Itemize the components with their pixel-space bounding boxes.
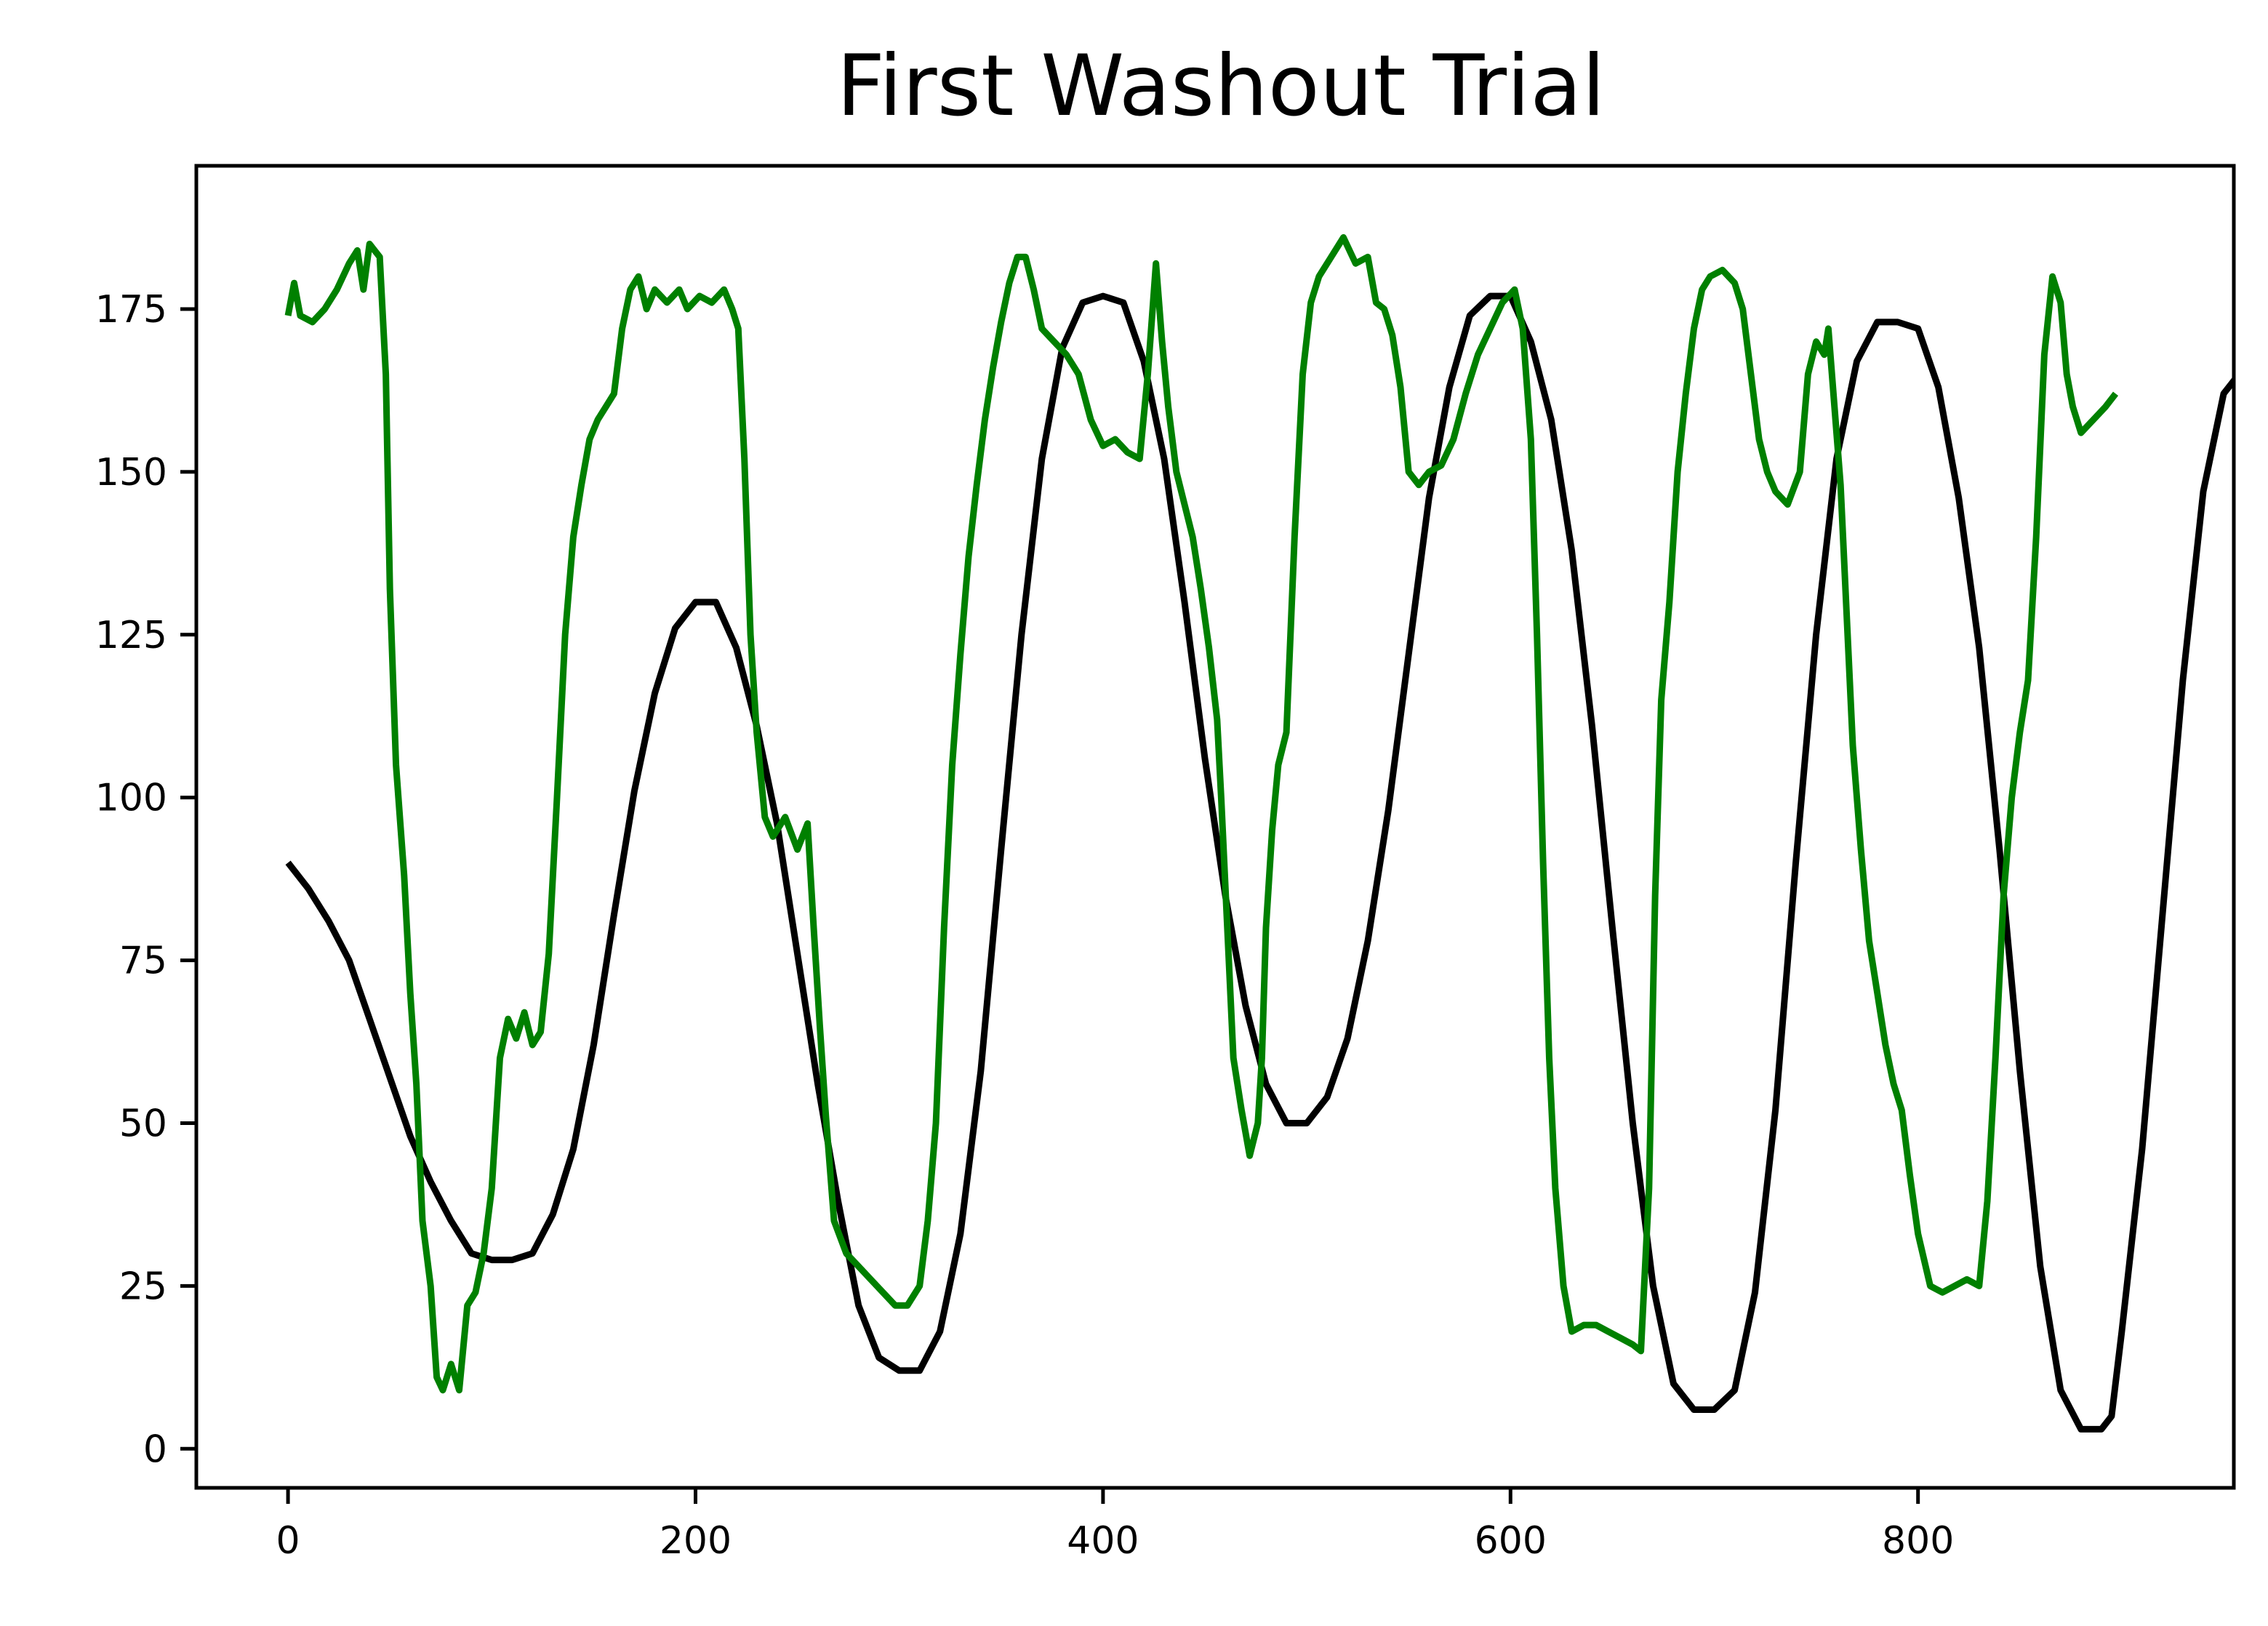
y-tick-label: 75 [119,940,167,983]
y-tick-label: 0 [143,1427,167,1471]
y-tick-label: 100 [95,777,167,820]
chart-title: First Washout Trial [836,37,1605,135]
y-tick-label: 125 [95,614,167,657]
x-tick-label: 400 [1067,1519,1139,1563]
y-tick-label: 175 [95,288,167,332]
x-tick-label: 800 [1882,1519,1954,1563]
y-tick-label: 50 [119,1102,167,1145]
series-layer [284,234,2234,1433]
plot-frame [194,164,2236,1490]
axis-layer: 0 200 400 600 800 0 25 50 75 100 125 150 175 [95,288,1955,1563]
x-tick-label: 600 [1475,1519,1547,1563]
series-line-1 [285,292,2234,1433]
x-tick-label: 200 [660,1519,732,1563]
y-tick-label: 150 [95,451,167,494]
y-tick-label: 25 [119,1265,167,1308]
series-line-2 [284,234,2119,1394]
x-tick-label: 0 [276,1519,300,1563]
